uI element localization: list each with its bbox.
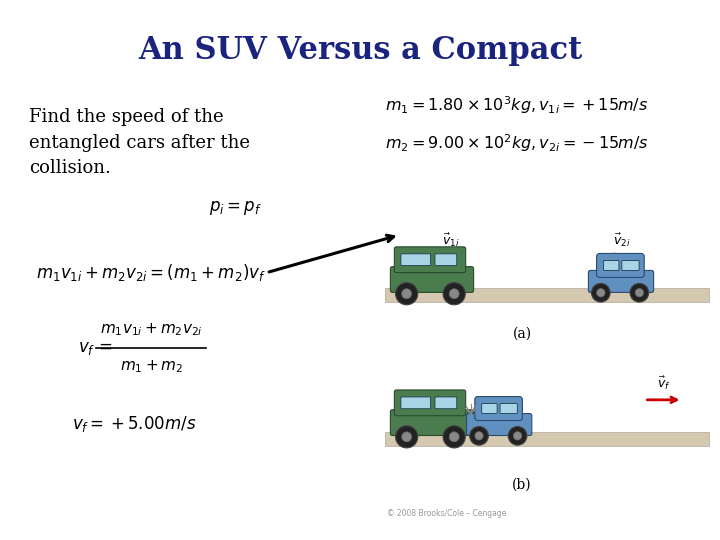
Text: © 2008 Brooks/Cole – Cengage: © 2008 Brooks/Cole – Cengage <box>387 509 506 518</box>
Circle shape <box>395 426 418 448</box>
FancyBboxPatch shape <box>474 396 523 421</box>
Circle shape <box>630 284 649 302</box>
Circle shape <box>469 427 488 445</box>
FancyBboxPatch shape <box>500 403 518 414</box>
Circle shape <box>508 427 527 445</box>
FancyBboxPatch shape <box>622 260 639 271</box>
Text: An SUV Versus a Compact: An SUV Versus a Compact <box>138 35 582 66</box>
Circle shape <box>395 282 418 305</box>
Text: $m_2 = 9.00 \times 10^2 kg, v_{2i} = -15 m/s$: $m_2 = 9.00 \times 10^2 kg, v_{2i} = -15… <box>385 132 649 154</box>
Text: $\vec{v}_{1i}$: $\vec{v}_{1i}$ <box>442 231 460 249</box>
Circle shape <box>635 288 644 297</box>
Text: (a): (a) <box>513 327 531 341</box>
FancyBboxPatch shape <box>482 403 497 414</box>
FancyBboxPatch shape <box>385 288 709 302</box>
Text: (b): (b) <box>512 478 532 492</box>
Circle shape <box>474 431 483 440</box>
FancyBboxPatch shape <box>385 431 709 446</box>
Text: $\vec{v}_{f}$: $\vec{v}_{f}$ <box>657 374 670 392</box>
Text: $\vec{v}_{2i}$: $\vec{v}_{2i}$ <box>613 231 631 249</box>
Circle shape <box>449 432 459 442</box>
Text: $m_1 + m_2$: $m_1 + m_2$ <box>120 359 183 375</box>
FancyBboxPatch shape <box>435 254 456 266</box>
Text: $v_f\,=$: $v_f\,=$ <box>78 340 112 357</box>
FancyBboxPatch shape <box>467 414 532 435</box>
Text: $v_f = +5.00 m/s$: $v_f = +5.00 m/s$ <box>72 414 197 434</box>
Text: $m_1 = 1.80 \times 10^3 kg, v_{1i} = +15 m/s$: $m_1 = 1.80 \times 10^3 kg, v_{1i} = +15… <box>385 94 649 116</box>
Circle shape <box>449 289 459 299</box>
Circle shape <box>443 426 465 448</box>
Circle shape <box>443 282 465 305</box>
FancyBboxPatch shape <box>603 260 619 271</box>
FancyBboxPatch shape <box>401 397 431 409</box>
Text: $m_1 v_{1i} + m_2 v_{2i}$: $m_1 v_{1i} + m_2 v_{2i}$ <box>100 322 202 338</box>
Circle shape <box>402 432 412 442</box>
Circle shape <box>402 289 412 299</box>
Circle shape <box>597 288 605 297</box>
Circle shape <box>513 431 522 440</box>
FancyBboxPatch shape <box>395 390 466 416</box>
FancyBboxPatch shape <box>588 271 654 292</box>
Text: Find the speed of the
entangled cars after the
collision.: Find the speed of the entangled cars aft… <box>29 108 250 178</box>
FancyBboxPatch shape <box>597 253 644 278</box>
FancyBboxPatch shape <box>390 267 474 292</box>
FancyBboxPatch shape <box>401 254 431 266</box>
Text: $p_i = p_f$: $p_i = p_f$ <box>209 199 261 217</box>
Circle shape <box>591 284 610 302</box>
FancyBboxPatch shape <box>435 397 456 409</box>
FancyBboxPatch shape <box>390 410 474 435</box>
Text: $m_1 v_{1i} + m_2 v_{2i} = (m_1 + m_2)v_f$: $m_1 v_{1i} + m_2 v_{2i} = (m_1 + m_2)v_… <box>36 262 266 283</box>
FancyBboxPatch shape <box>395 247 466 273</box>
